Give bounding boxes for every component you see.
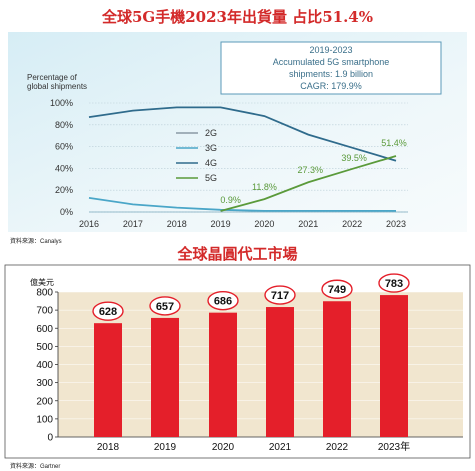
data-label-5G: 51.4% bbox=[381, 138, 407, 148]
y-tick-label: 100 bbox=[36, 414, 53, 425]
y-axis-label: Percentage of bbox=[27, 73, 78, 82]
data-label-circle bbox=[321, 279, 353, 299]
x-tick-label: 2023年 bbox=[378, 440, 410, 453]
annotation-box bbox=[220, 41, 442, 95]
data-label-5G: 0.9% bbox=[220, 195, 241, 205]
data-label-5G: 11.8% bbox=[252, 182, 277, 192]
y-axis-unit: 億美元 bbox=[30, 277, 54, 287]
y-tick-label: 20% bbox=[55, 185, 73, 195]
series-line-5G bbox=[220, 155, 397, 212]
annotation-line2: Accumulated 5G smartphone bbox=[273, 57, 390, 67]
y-tick-label: 40% bbox=[55, 163, 73, 173]
data-label-circle bbox=[378, 273, 410, 293]
x-tick-label: 2022 bbox=[326, 442, 349, 453]
annotation-line4: CAGR: 179.9% bbox=[300, 81, 362, 91]
x-tick-label: 2021 bbox=[298, 219, 318, 229]
y-tick-label: 60% bbox=[55, 142, 73, 152]
x-tick-label: 2017 bbox=[123, 219, 143, 229]
x-tick-label: 2022 bbox=[342, 219, 362, 229]
bar-2018 bbox=[94, 323, 122, 437]
bar-2023年 bbox=[380, 295, 408, 437]
y-axis-label-cont: global shipments bbox=[27, 82, 87, 91]
y-tick-label: 700 bbox=[36, 306, 53, 317]
y-tick-label: 100% bbox=[50, 98, 73, 108]
bar-2022 bbox=[323, 301, 351, 437]
bar-2021 bbox=[266, 307, 294, 437]
y-tick-label: 0% bbox=[60, 207, 73, 217]
data-label: 783 bbox=[385, 278, 403, 290]
legend-label-4G: 4G bbox=[205, 158, 217, 168]
chart1-title: 全球5G手機2023年出貨量 占比51.4% bbox=[101, 8, 373, 26]
x-tick-label: 2021 bbox=[269, 442, 292, 453]
data-label: 717 bbox=[271, 290, 289, 302]
data-label: 686 bbox=[214, 296, 232, 308]
y-tick-label: 500 bbox=[36, 342, 53, 353]
legend-label-2G: 2G bbox=[205, 128, 217, 138]
annotation-line1: 2019-2023 bbox=[309, 45, 352, 55]
legend-label-5G: 5G bbox=[205, 173, 217, 183]
x-tick-label: 2020 bbox=[254, 219, 274, 229]
data-label-5G: 39.5% bbox=[341, 153, 367, 163]
data-label-circle bbox=[207, 290, 239, 311]
bar-2019 bbox=[151, 317, 179, 437]
data-label: 749 bbox=[328, 284, 346, 296]
y-tick-label: 400 bbox=[36, 360, 53, 371]
x-tick-label: 2019 bbox=[211, 219, 231, 229]
x-tick-label: 2019 bbox=[154, 442, 177, 453]
data-label: 657 bbox=[156, 301, 174, 313]
y-tick-label: 0 bbox=[47, 433, 53, 444]
series-line-3G bbox=[88, 196, 396, 212]
y-tick-label: 300 bbox=[36, 378, 53, 389]
data-label-5G: 27.3% bbox=[298, 165, 324, 175]
data-label-circle bbox=[149, 296, 181, 316]
x-tick-label: 2020 bbox=[212, 442, 235, 453]
x-tick-label: 2018 bbox=[97, 442, 120, 453]
y-tick-label: 200 bbox=[36, 396, 53, 407]
annotation-line3: shipments: 1.9 billion bbox=[289, 69, 373, 79]
series-line-4G bbox=[88, 106, 397, 162]
y-tick-label: 80% bbox=[55, 120, 73, 130]
data-label-circle bbox=[264, 285, 296, 305]
chart1-source: 資料來源：Canalys bbox=[10, 239, 62, 245]
bar-2020 bbox=[209, 312, 237, 437]
x-tick-label: 2016 bbox=[79, 219, 99, 229]
bar-chart-plot-background bbox=[58, 292, 463, 437]
legend-label-3G: 3G bbox=[205, 143, 217, 153]
bar-chart-frame bbox=[4, 264, 471, 459]
x-tick-label: 2023 bbox=[386, 219, 406, 229]
chart2-source: 資料來源：Gartner bbox=[10, 464, 61, 470]
x-tick-label: 2018 bbox=[167, 219, 187, 229]
y-tick-label: 600 bbox=[36, 324, 53, 335]
y-tick-label: 800 bbox=[36, 288, 53, 299]
chart2-title: 全球晶圓代工市場 bbox=[177, 245, 298, 263]
data-label-circle bbox=[92, 301, 124, 321]
data-label: 628 bbox=[99, 306, 117, 318]
